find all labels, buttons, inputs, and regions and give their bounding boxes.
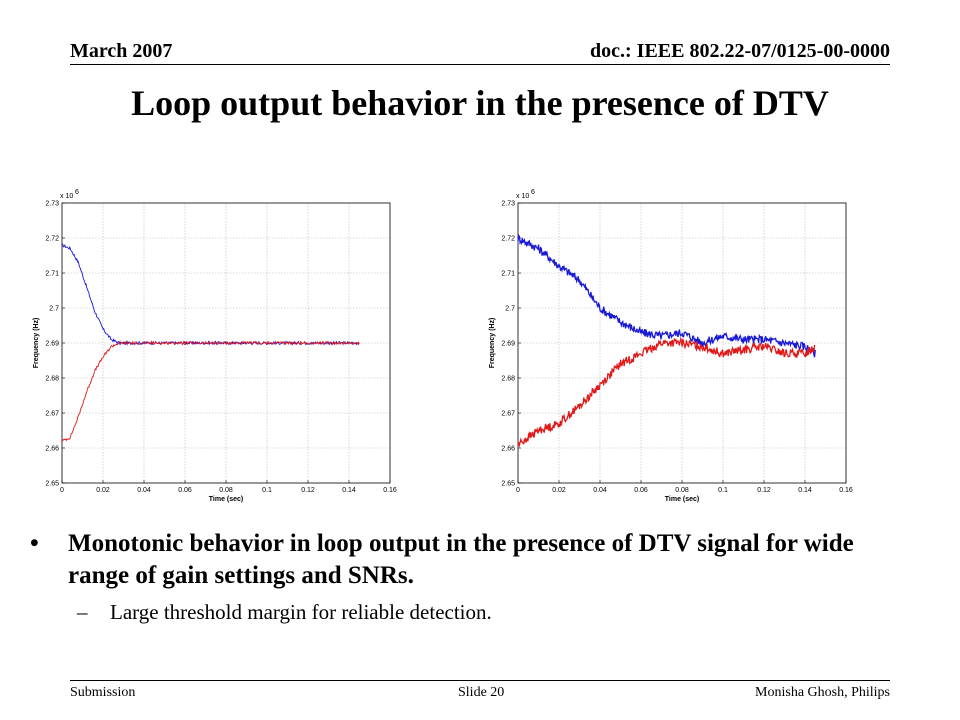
y-tick-label: 2.72	[45, 236, 59, 243]
x-tick-label: 0.04	[593, 487, 607, 494]
plot-frame	[517, 202, 847, 484]
x-axis-label: Time (sec)	[209, 496, 244, 503]
chart-svg: 0 0.02 0.04 0.06 0.08 0.1 0.12 0.14 0.16 2.65 2.66…	[489, 189, 853, 503]
exponent-label: x 10	[60, 193, 73, 200]
y-tick-label: 2.65	[501, 481, 515, 488]
sub-bullet-dash-icon: –	[77, 600, 88, 624]
y-tick-label: 2.72	[501, 236, 515, 243]
plot-left: 0 0.02 0.04 0.06 0.08 0.1 0.12 0.14 0.16 2.65 2.66…	[30, 185, 410, 505]
chart-svg: 0 0.02 0.04 0.06 0.08 0.1 0.12 0.14 0.16 2.65 2.66…	[33, 189, 397, 503]
footer-author: Monisha Ghosh, Philips	[755, 685, 890, 700]
series-line-1	[517, 233, 816, 358]
y-tick-label: 2.66	[45, 446, 59, 453]
bullet-list: • Monotonic behavior in loop output in t…	[30, 528, 910, 626]
exponent-label: x 10	[516, 193, 529, 200]
x-tick-label: 0.12	[301, 487, 315, 494]
x-tick-label: 0.02	[552, 487, 566, 494]
y-tick-label: 2.65	[45, 481, 59, 488]
y-tick-label: 2.73	[45, 201, 59, 208]
plot-frame	[61, 202, 391, 484]
slide-title: Loop output behavior in the presence of …	[131, 83, 829, 123]
y-tick-label: 2.67	[45, 411, 59, 418]
series-line-2	[61, 340, 360, 443]
header-doc-id: doc.: IEEE 802.22-07/0125-00-0000	[590, 40, 890, 62]
x-tick-label: 0.16	[839, 487, 853, 494]
x-tick-label: 0.02	[96, 487, 110, 494]
x-tick-label: 0.06	[634, 487, 648, 494]
y-tick-label: 2.67	[501, 411, 515, 418]
y-tick-label: 2.69	[45, 341, 59, 348]
footer-slide-number: Slide 20	[458, 685, 505, 700]
x-tick-label: 0.12	[757, 487, 771, 494]
x-tick-label: 0	[516, 487, 520, 494]
series-line-2	[517, 336, 816, 448]
header-date: March 2007	[70, 40, 173, 62]
x-tick-label: 0.14	[798, 487, 812, 494]
x-tick-label: 0.14	[342, 487, 356, 494]
y-tick-label: 2.7	[49, 306, 59, 313]
header-rule	[70, 64, 890, 65]
exponent-power: 6	[531, 189, 535, 196]
exponent-power: 6	[75, 189, 79, 196]
y-tick-label: 2.71	[501, 271, 515, 278]
bullet-text: Monotonic behavior in loop output in the…	[68, 530, 854, 589]
footer-rule	[70, 680, 890, 681]
y-tick-label: 2.66	[501, 446, 515, 453]
y-tick-label: 2.7	[505, 306, 515, 313]
plot-right: 0 0.02 0.04 0.06 0.08 0.1 0.12 0.14 0.16 2.65 2.66…	[486, 185, 866, 505]
x-tick-label: 0.06	[178, 487, 192, 494]
x-tick-label: 0.16	[383, 487, 397, 494]
x-tick-label: 0.1	[718, 487, 728, 494]
y-tick-label: 2.68	[501, 376, 515, 383]
y-axis-label: Frequency (Hz)	[489, 318, 496, 369]
y-tick-label: 2.73	[501, 201, 515, 208]
y-tick-label: 2.71	[45, 271, 59, 278]
bullet-item: • Monotonic behavior in loop output in t…	[30, 528, 910, 592]
y-tick-label: 2.68	[45, 376, 59, 383]
y-axis-label: Frequency (Hz)	[33, 318, 40, 369]
x-tick-label: 0.1	[262, 487, 272, 494]
x-tick-label: 0.08	[675, 487, 689, 494]
sub-bullet-text: Large threshold margin for reliable dete…	[110, 600, 492, 624]
x-axis-label: Time (sec)	[665, 496, 700, 503]
bullet-dot-icon: •	[30, 530, 39, 557]
x-tick-label: 0.08	[219, 487, 233, 494]
footer-submission: Submission	[70, 685, 136, 700]
y-tick-label: 2.69	[501, 341, 515, 348]
sub-bullet-item: – Large threshold margin for reliable de…	[30, 598, 910, 626]
x-tick-label: 0.04	[137, 487, 151, 494]
x-tick-label: 0	[60, 487, 64, 494]
